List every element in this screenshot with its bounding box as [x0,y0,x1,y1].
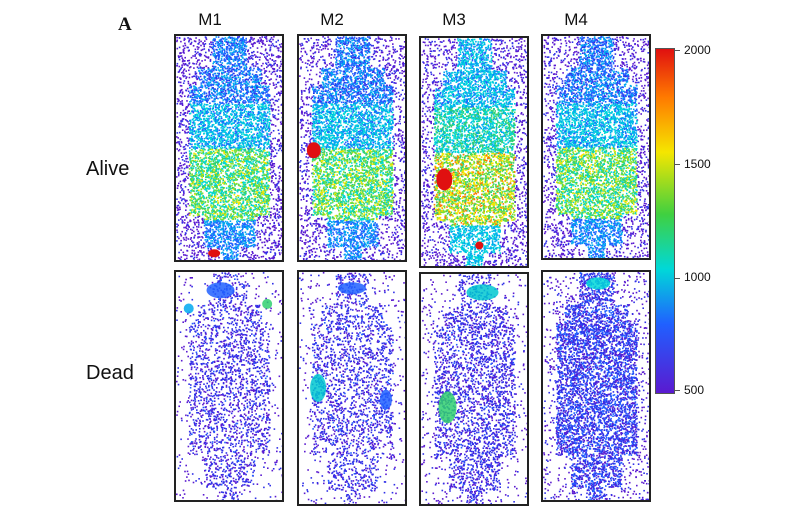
scan-alive-m1 [176,36,282,260]
column-label-m1: M1 [180,10,240,30]
column-label-m4: M4 [546,10,606,30]
column-label-m3: M3 [424,10,484,30]
scan-dead-m3 [421,274,527,504]
panel-letter: A [118,14,132,36]
scan-dead-m2 [299,272,405,504]
row-label-dead: Dead [86,362,134,385]
column-label-m2: M2 [302,10,362,30]
image-dead-m1 [174,270,284,502]
colorbar-tick-1000: 1000 [684,270,711,284]
image-alive-m4 [541,34,651,260]
colorbar-tick-500: 500 [684,383,704,397]
image-dead-m2 [297,270,407,506]
scan-alive-m2 [299,36,405,260]
scan-alive-m3 [421,38,527,266]
image-alive-m2 [297,34,407,262]
scan-dead-m1 [176,272,282,500]
scan-alive-m4 [543,36,649,258]
image-dead-m3 [419,272,529,506]
image-alive-m3 [419,36,529,268]
colorbar-tick-1500: 1500 [684,157,711,171]
row-label-alive: Alive [86,158,129,181]
image-alive-m1 [174,34,284,262]
image-dead-m4 [541,270,651,502]
colorbar [655,48,675,394]
scan-dead-m4 [543,272,649,500]
colorbar-tick-2000: 2000 [684,43,711,57]
